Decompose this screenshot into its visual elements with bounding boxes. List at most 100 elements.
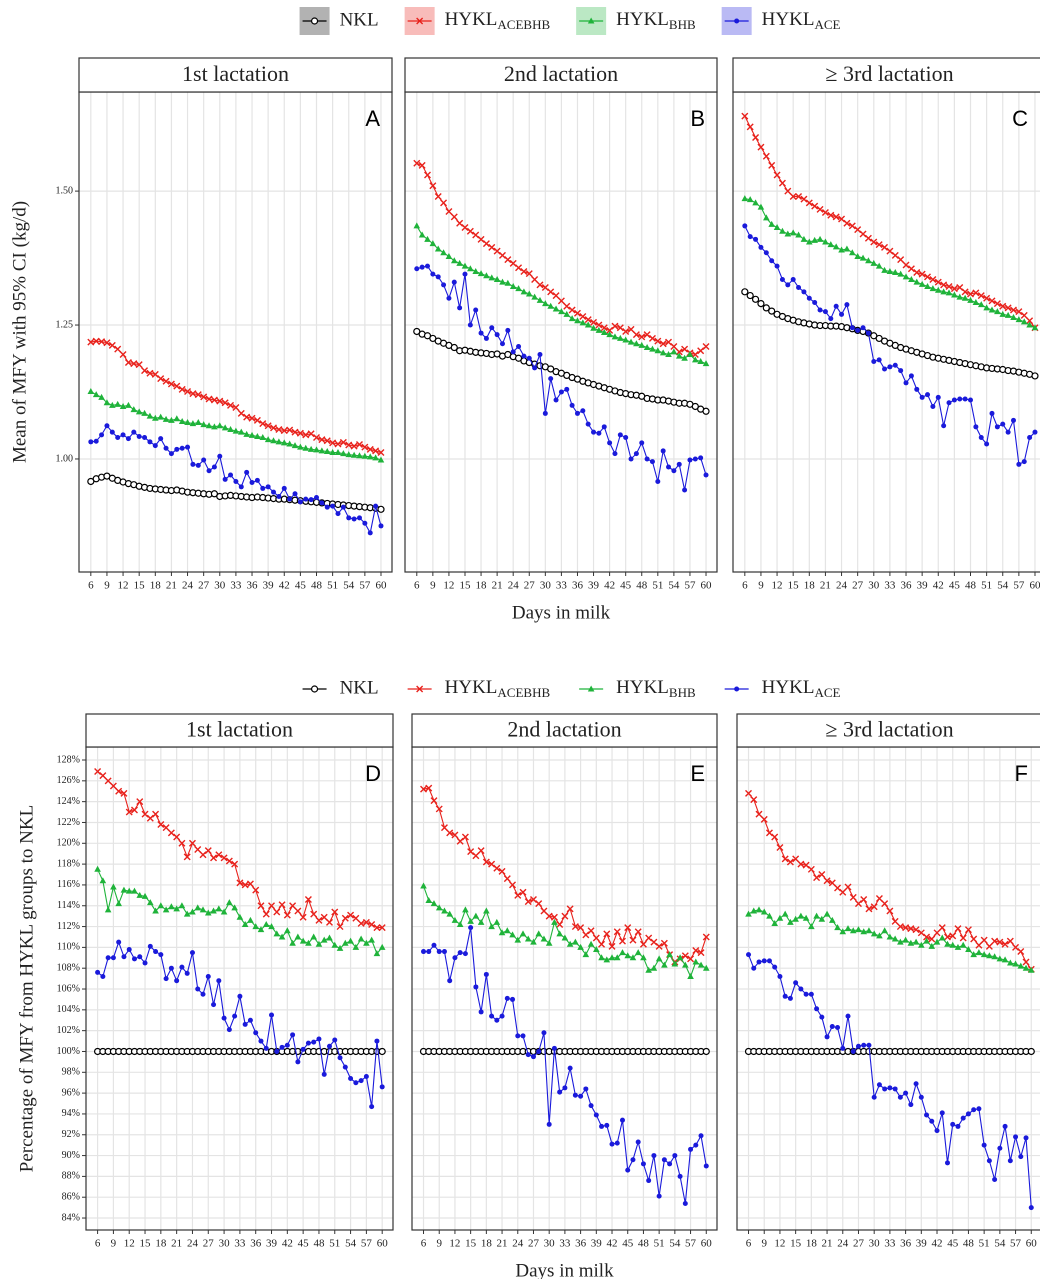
marker	[865, 330, 871, 336]
marker	[692, 947, 700, 954]
marker	[233, 478, 239, 484]
legend-label: NKL	[340, 677, 379, 698]
marker	[924, 1112, 930, 1118]
marker	[975, 941, 983, 949]
marker	[87, 338, 95, 346]
marker	[302, 444, 310, 451]
x-tick-label: 6	[95, 1238, 101, 1250]
marker	[827, 211, 835, 219]
marker	[898, 368, 904, 374]
x-tick-label: 54	[994, 1238, 1006, 1250]
marker	[515, 285, 522, 292]
marker	[504, 279, 512, 286]
marker	[125, 436, 131, 442]
marker	[331, 941, 339, 948]
marker	[467, 848, 475, 856]
marker	[913, 269, 921, 277]
marker	[973, 424, 979, 430]
marker	[451, 279, 457, 285]
marker	[808, 991, 814, 997]
x-tick-label: 33	[884, 580, 896, 592]
marker	[332, 1037, 338, 1043]
marker	[672, 1153, 678, 1159]
x-tick-label: 9	[111, 1238, 117, 1250]
marker	[785, 282, 791, 288]
marker	[765, 829, 773, 837]
marker	[870, 930, 878, 937]
marker	[425, 897, 433, 904]
marker	[337, 1055, 343, 1061]
marker	[870, 903, 878, 911]
marker	[702, 933, 710, 941]
marker	[667, 1161, 673, 1167]
marker	[866, 1042, 872, 1048]
x-tick-label: 33	[559, 1238, 571, 1250]
marker	[320, 913, 328, 921]
x-tick-label: 36	[250, 1238, 262, 1250]
marker	[320, 936, 328, 943]
marker	[237, 409, 245, 417]
marker	[983, 304, 990, 311]
marker	[827, 241, 835, 248]
marker	[356, 452, 363, 459]
marker	[300, 1046, 306, 1052]
x-tick-label: 60	[375, 580, 387, 592]
marker	[205, 395, 213, 403]
marker	[896, 923, 904, 931]
marker	[109, 429, 115, 435]
marker	[1009, 306, 1017, 314]
marker	[816, 235, 824, 242]
x-tick-label: 12	[772, 580, 783, 592]
marker	[945, 282, 953, 290]
marker	[525, 270, 533, 278]
marker	[688, 1146, 694, 1152]
x-tick-label: 27	[203, 1238, 215, 1250]
x-tick-label: 24	[187, 1238, 199, 1250]
marker	[793, 980, 799, 986]
x-tick-label: 42	[607, 1238, 618, 1250]
marker	[414, 266, 420, 272]
marker	[1007, 959, 1014, 966]
y-tick-label: 114%	[57, 900, 80, 911]
marker	[183, 853, 191, 861]
marker	[115, 787, 123, 795]
x-tick-label: 33	[556, 580, 568, 592]
marker	[366, 453, 374, 460]
marker	[568, 315, 576, 322]
x-tick-label: 18	[476, 580, 488, 592]
marker	[488, 243, 496, 251]
marker	[436, 949, 442, 955]
marker	[746, 952, 752, 958]
marker	[760, 908, 768, 915]
marker	[800, 195, 808, 203]
marker	[378, 943, 386, 950]
marker	[1016, 461, 1022, 467]
marker	[221, 424, 229, 431]
marker	[279, 1044, 285, 1050]
y-tick-label: 1.00	[56, 453, 74, 464]
marker	[297, 443, 304, 450]
marker	[257, 926, 265, 933]
marker	[608, 954, 616, 961]
marker	[643, 331, 651, 339]
y-tick-label: 100%	[57, 1046, 80, 1057]
x-tick-label: 9	[436, 1238, 442, 1250]
marker	[450, 257, 458, 264]
marker	[299, 913, 307, 921]
marker	[363, 939, 370, 946]
marker	[796, 285, 802, 291]
marker	[429, 240, 437, 247]
marker	[655, 942, 663, 950]
marker	[483, 335, 489, 341]
marker	[650, 964, 658, 971]
marker	[141, 409, 148, 416]
x-tick-label: 42	[279, 580, 290, 592]
marker	[786, 858, 794, 866]
marker	[426, 949, 432, 955]
marker	[278, 901, 286, 909]
marker	[923, 937, 930, 944]
marker	[697, 357, 704, 364]
marker	[88, 439, 94, 445]
marker	[849, 325, 855, 331]
marker	[110, 955, 116, 961]
